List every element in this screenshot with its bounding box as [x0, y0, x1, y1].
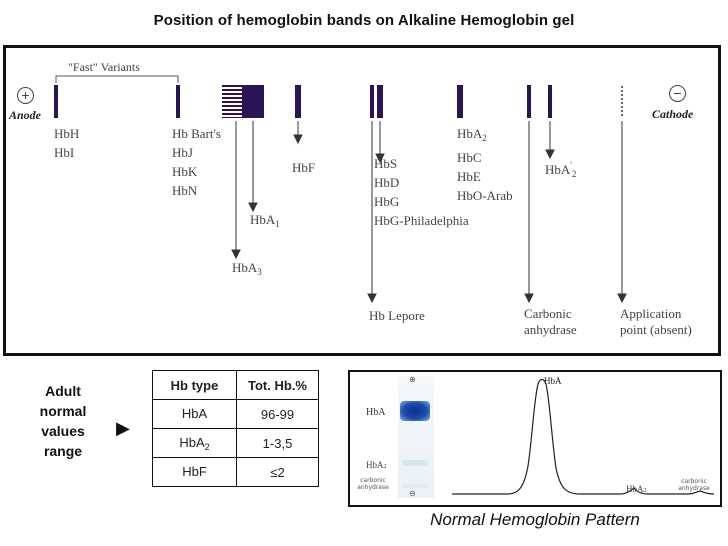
label-carbonic-anhydrase: Carbonic anhydrase [524, 306, 577, 337]
label-hbc: HbC [457, 150, 482, 165]
gel-strip [398, 376, 434, 498]
label-hba3: HbA3 [232, 260, 262, 277]
cathode-minus-icon: − [669, 85, 686, 102]
table-row: HbA 96-99 [152, 399, 319, 429]
band-hb-lepore [370, 85, 374, 118]
adult-normal-values-label: Adult normal values range [39, 383, 87, 459]
table-header-row: Hb type Tot. Hb.% [152, 370, 319, 400]
pattern-caption: Normal Hemoglobin Pattern [430, 510, 640, 529]
cell-hb-type: HbF [152, 457, 237, 487]
label-hbe: HbE [457, 169, 481, 184]
table-row: HbA2 1-3,5 [152, 428, 319, 458]
label-hbs: HbS [374, 156, 398, 171]
peak-label-hba2: HbA2 [626, 484, 647, 494]
label-hba1: HbA1 [250, 212, 280, 229]
label-hbo-arab: HbO-Arab [457, 188, 513, 203]
gel-diagram-frame [3, 45, 721, 356]
band-hb-barts [176, 85, 180, 118]
strip-label-hba: HbA [366, 407, 386, 418]
label-hb-barts: Hb Bart's [172, 126, 221, 141]
strip-ca-band [402, 484, 428, 488]
band-hba2 [457, 85, 463, 118]
strip-label-carbonic-anhydrase: carbonic anhydrase [357, 477, 389, 491]
label-group-hbh: HbH HbI [54, 124, 79, 162]
peak-label-hba: HbA [544, 376, 562, 386]
anode-label: Anode [9, 108, 42, 122]
header-tot-hb: Tot. Hb.% [236, 370, 319, 400]
label-hbj: HbJ [172, 145, 193, 160]
band-hba1 [242, 85, 264, 118]
label-hbd: HbD [374, 175, 400, 190]
figure-title: Position of hemoglobin bands on Alkaline… [153, 12, 575, 29]
densitometry-trace [452, 378, 715, 495]
cell-hb-type: HbA2 [152, 428, 237, 458]
band-carbonic-anhydrase [527, 85, 531, 118]
cell-value: 96-99 [236, 399, 319, 429]
strip-hba-band [400, 401, 430, 421]
label-hbh: HbH [54, 126, 80, 141]
strip-plus-icon: ⊕ [409, 375, 416, 384]
cell-hb-type: HbA [152, 399, 237, 429]
band-hba2-prime [548, 85, 552, 118]
peak-label-carbonic-anhydrase: carbonic anhydrase [678, 478, 710, 492]
cell-value: ≤2 [236, 457, 319, 487]
label-hbk: HbK [172, 164, 198, 179]
fast-variants-label: "Fast" Variants [68, 60, 140, 74]
label-hba2: HbA2 [457, 126, 487, 143]
table-row: HbF ≤2 [152, 457, 319, 487]
label-group-hbs: HbS HbD HbG HbG-Philadelphia [374, 154, 469, 230]
strip-minus-icon: ⊖ [409, 489, 416, 498]
label-hbg-philadelphia: HbG-Philadelphia [374, 213, 469, 228]
cell-value: 1-3,5 [236, 428, 319, 458]
label-hba2-prime: HbA'2 [545, 160, 577, 179]
band-hbs [377, 85, 383, 118]
strip-label-hba2: HbA2 [366, 460, 387, 470]
band-hbh [54, 85, 58, 118]
pointer-arrow-icon: ▶ [116, 418, 130, 439]
normal-pattern-panel [348, 370, 722, 507]
label-application-point: Application point (absent) [620, 306, 692, 337]
header-hb-type: Hb type [152, 370, 237, 400]
label-hbg: HbG [374, 194, 400, 209]
label-group-hba2: HbA2 HbC HbE HbO-Arab [457, 124, 513, 205]
cathode-label: Cathode [652, 107, 694, 121]
label-group-barts: Hb Bart's HbJ HbK HbN [172, 124, 221, 200]
band-hbf [295, 85, 301, 118]
label-hb-lepore: Hb Lepore [369, 308, 425, 323]
normal-values-table: Hb type Tot. Hb.% HbA 96-99 HbA2 1-3,5 H… [152, 370, 319, 487]
strip-hba2-band [402, 460, 428, 466]
label-hbf: HbF [292, 160, 316, 175]
label-hbn: HbN [172, 183, 198, 198]
anode-plus-icon: + [17, 87, 34, 104]
band-hba3-striped [222, 85, 242, 118]
label-hbi: HbI [54, 145, 75, 160]
